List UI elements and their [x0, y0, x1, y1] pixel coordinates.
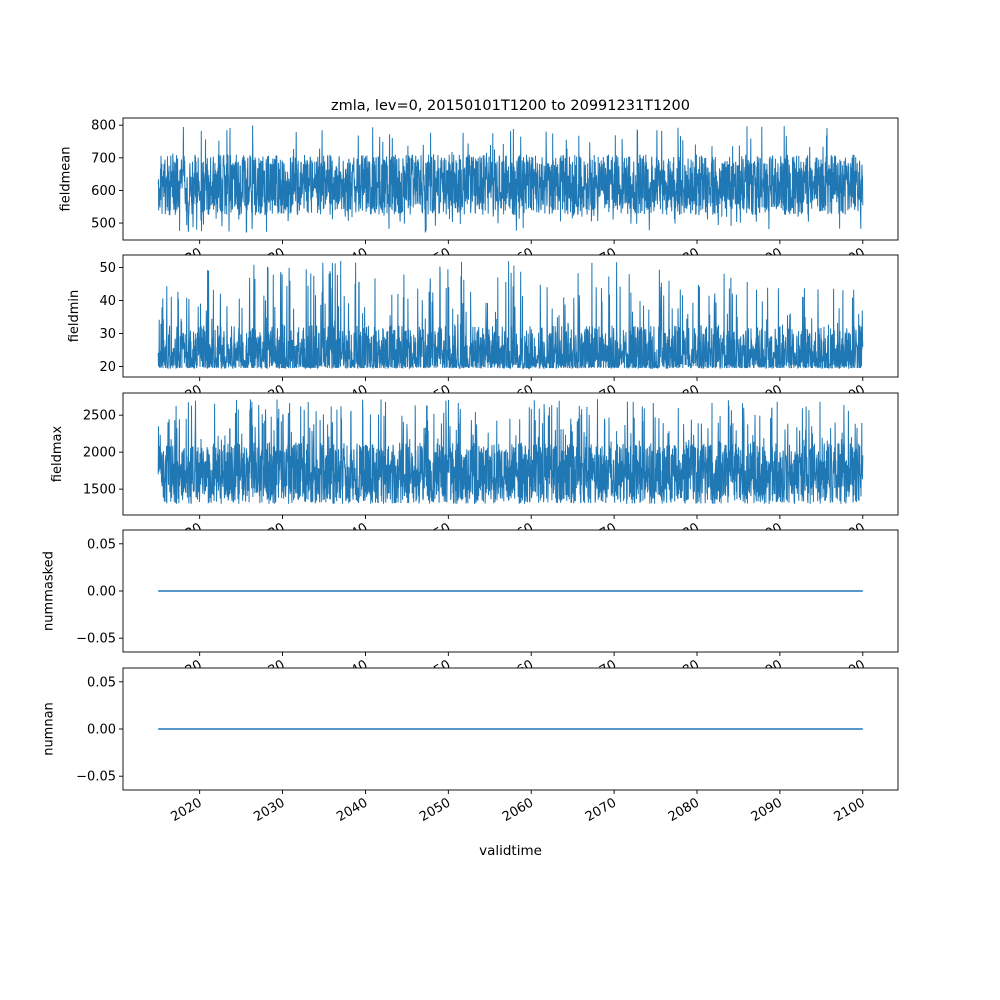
y-tick-label: 0.00	[87, 723, 116, 738]
y-axis-title-fieldmin: fieldmin	[67, 290, 82, 343]
chart-title: zmla, lev=0, 20150101T1200 to 20991231T1…	[331, 98, 690, 114]
y-tick-label: 30	[99, 327, 116, 342]
x-tick-label: 2100	[832, 795, 868, 825]
y-tick-label: 800	[91, 119, 116, 134]
subplot-fieldmax: 1500200025002020203020402050206020702080…	[50, 392, 899, 550]
y-tick-label: 40	[99, 294, 116, 309]
y-tick-label: 600	[91, 184, 116, 199]
subplot-nummasked: −0.050.000.05202020302040205020602070208…	[42, 529, 899, 687]
y-tick-label: 50	[99, 261, 116, 276]
y-axis-title-nummasked: nummasked	[42, 551, 57, 631]
subplot-fieldmean: 5006007008002020203020402050206020702080…	[59, 117, 899, 275]
x-tick-label: 2050	[417, 795, 453, 825]
x-tick-label: 2060	[500, 795, 536, 825]
x-tick-label: 2020	[169, 795, 205, 825]
subplot-numnan: −0.05 0.00 0.05 2020 2030 2040 2050 2060 2070 208…	[42, 667, 899, 825]
x-tick-label: 2090	[749, 795, 785, 825]
x-tick-label: 2080	[666, 795, 702, 825]
subplot-fieldmin: 2030405020202030204020502060207020802090…	[67, 254, 899, 412]
y-axis-title-fieldmean: fieldmean	[59, 147, 74, 212]
y-tick-label: 2500	[83, 409, 116, 424]
x-axis-title: validtime	[479, 843, 542, 859]
series-line-fieldmean	[157, 125, 864, 233]
x-tick-label: 2070	[583, 795, 619, 825]
y-tick-label: 0.05	[87, 675, 116, 690]
axes-frame	[122, 392, 899, 516]
y-tick-label: 0.05	[87, 537, 116, 552]
series-line-fieldmin	[157, 260, 864, 370]
x-tick-label: 2030	[251, 795, 287, 825]
y-tick-label: 1500	[83, 483, 116, 498]
y-axis-title-fieldmax: fieldmax	[50, 426, 65, 483]
y-tick-label: 700	[91, 151, 116, 166]
y-tick-label: 500	[91, 217, 116, 232]
series-line-fieldmax	[157, 399, 864, 505]
y-tick-label: 20	[99, 360, 116, 375]
y-axis-title-numnan: numnan	[42, 702, 57, 756]
y-tick-label: 2000	[83, 446, 116, 461]
y-tick-label: −0.05	[76, 770, 116, 785]
y-tick-label: −0.05	[76, 632, 116, 647]
y-tick-label: 0.00	[87, 585, 116, 600]
x-tick-label: 2040	[334, 795, 370, 825]
axes-frame	[122, 117, 899, 241]
axes-frame	[122, 254, 899, 378]
